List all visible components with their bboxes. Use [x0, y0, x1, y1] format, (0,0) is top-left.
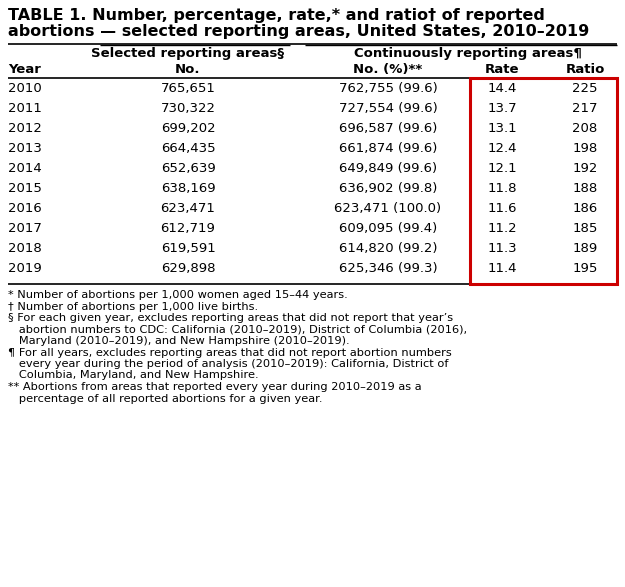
Text: 699,202: 699,202 [161, 122, 215, 135]
Text: 727,554 (99.6): 727,554 (99.6) [339, 102, 437, 115]
Text: Year: Year [8, 63, 41, 76]
Text: 2017: 2017 [8, 222, 42, 235]
Text: 609,095 (99.4): 609,095 (99.4) [339, 222, 437, 235]
Text: 2012: 2012 [8, 122, 42, 135]
Text: * Number of abortions per 1,000 women aged 15–44 years.: * Number of abortions per 1,000 women ag… [8, 290, 348, 300]
Text: 189: 189 [572, 242, 598, 255]
Text: 2013: 2013 [8, 142, 42, 155]
Text: Columbia, Maryland, and New Hampshire.: Columbia, Maryland, and New Hampshire. [8, 370, 259, 380]
Text: No.: No. [175, 63, 201, 76]
Text: 619,591: 619,591 [161, 242, 216, 255]
Text: 638,169: 638,169 [161, 182, 215, 195]
Text: 198: 198 [572, 142, 598, 155]
Text: 2018: 2018 [8, 242, 42, 255]
Text: 629,898: 629,898 [161, 262, 215, 275]
Text: every year during the period of analysis (2010–2019): California, District of: every year during the period of analysis… [8, 359, 449, 369]
Text: 730,322: 730,322 [161, 102, 216, 115]
Text: 195: 195 [572, 262, 598, 275]
Text: Ratio: Ratio [566, 63, 605, 76]
Text: 11.2: 11.2 [488, 222, 517, 235]
Text: 623,471 (100.0): 623,471 (100.0) [334, 202, 441, 215]
Text: ** Abortions from areas that reported every year during 2010–2019 as a: ** Abortions from areas that reported ev… [8, 382, 422, 392]
Text: 14.4: 14.4 [488, 82, 517, 95]
Text: 625,346 (99.3): 625,346 (99.3) [339, 262, 437, 275]
Text: TABLE 1. Number, percentage, rate,* and ratio† of reported: TABLE 1. Number, percentage, rate,* and … [8, 8, 545, 23]
Text: 652,639: 652,639 [161, 162, 216, 175]
Text: § For each given year, excludes reporting areas that did not report that year’s: § For each given year, excludes reportin… [8, 313, 453, 323]
Text: Continuously reporting areas¶: Continuously reporting areas¶ [354, 47, 582, 60]
Text: 11.3: 11.3 [488, 242, 517, 255]
Text: 664,435: 664,435 [161, 142, 215, 155]
Text: 614,820 (99.2): 614,820 (99.2) [339, 242, 437, 255]
Text: 696,587 (99.6): 696,587 (99.6) [339, 122, 437, 135]
Text: ¶ For all years, excludes reporting areas that did not report abortion numbers: ¶ For all years, excludes reporting area… [8, 348, 452, 357]
Text: 12.1: 12.1 [488, 162, 517, 175]
Text: 13.1: 13.1 [488, 122, 517, 135]
Text: 2016: 2016 [8, 202, 42, 215]
Text: Selected reporting areas§: Selected reporting areas§ [91, 47, 284, 60]
Text: 765,651: 765,651 [161, 82, 216, 95]
Text: No. (%)**: No. (%)** [353, 63, 422, 76]
Text: 2011: 2011 [8, 102, 42, 115]
Text: 636,902 (99.8): 636,902 (99.8) [339, 182, 437, 195]
Text: 208: 208 [572, 122, 598, 135]
Text: Maryland (2010–2019), and New Hampshire (2010–2019).: Maryland (2010–2019), and New Hampshire … [8, 336, 349, 346]
Text: abortion numbers to CDC: California (2010–2019), District of Columbia (2016),: abortion numbers to CDC: California (201… [8, 325, 467, 335]
Text: 2019: 2019 [8, 262, 42, 275]
Text: 762,755 (99.6): 762,755 (99.6) [339, 82, 437, 95]
Text: 2015: 2015 [8, 182, 42, 195]
Text: 186: 186 [572, 202, 598, 215]
Text: 661,874 (99.6): 661,874 (99.6) [339, 142, 437, 155]
Text: 217: 217 [572, 102, 598, 115]
Text: 649,849 (99.6): 649,849 (99.6) [339, 162, 437, 175]
Text: 2010: 2010 [8, 82, 42, 95]
Bar [470, 78, 617, 284]
Text: 12.4: 12.4 [488, 142, 517, 155]
Text: Rate: Rate [485, 63, 519, 76]
Text: 225: 225 [572, 82, 598, 95]
Text: 11.8: 11.8 [488, 182, 517, 195]
Text: percentage of all reported abortions for a given year.: percentage of all reported abortions for… [8, 393, 322, 403]
Text: abortions — selected reporting areas, United States, 2010–2019: abortions — selected reporting areas, Un… [8, 24, 589, 39]
Text: 623,471: 623,471 [161, 202, 216, 215]
Text: † Number of abortions per 1,000 live births.: † Number of abortions per 1,000 live bir… [8, 302, 258, 312]
Text: 11.6: 11.6 [488, 202, 517, 215]
Text: 11.4: 11.4 [488, 262, 517, 275]
Text: 2014: 2014 [8, 162, 42, 175]
Text: 185: 185 [572, 222, 598, 235]
Text: 612,719: 612,719 [161, 222, 216, 235]
Text: 13.7: 13.7 [488, 102, 517, 115]
Text: 188: 188 [572, 182, 598, 195]
Text: 192: 192 [572, 162, 598, 175]
